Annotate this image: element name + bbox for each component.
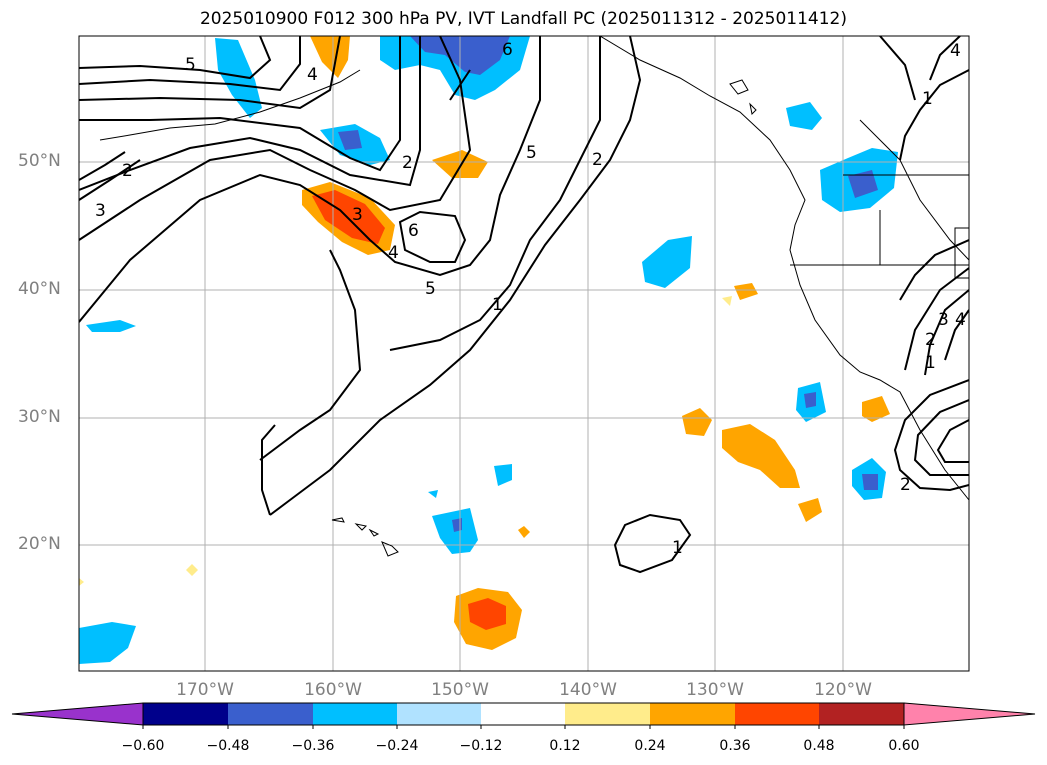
contour-label: 2	[900, 475, 911, 495]
contour-label: 1	[925, 353, 936, 373]
shade-region	[848, 170, 878, 198]
colorbar-tick-label: −0.60	[121, 738, 165, 754]
colorbar	[11, 702, 1036, 729]
colorbar-extend-high	[903, 702, 1036, 726]
colorbar-segment	[650, 703, 735, 725]
contour-label: 5	[526, 143, 537, 163]
shade-region	[86, 320, 136, 332]
contour-label: 2	[592, 150, 603, 170]
contour-label: 4	[955, 310, 966, 330]
shade-region	[468, 598, 506, 630]
lon-label: 150°W	[431, 680, 489, 700]
shade-region	[215, 38, 262, 118]
colorbar-tick-label: −0.48	[206, 738, 250, 754]
contour-label: 5	[425, 279, 436, 299]
shade-region	[786, 102, 822, 130]
contour-label: 3	[352, 205, 363, 225]
contour-label: 3	[95, 201, 106, 221]
shade-region	[186, 564, 198, 576]
lon-label: 160°W	[304, 680, 362, 700]
shade-region	[428, 490, 438, 498]
shade-region	[862, 474, 878, 490]
shade-region	[682, 408, 712, 436]
pv-contours	[79, 36, 969, 574]
shade-region	[642, 236, 692, 288]
lat-label: 20°N	[18, 534, 61, 554]
shading-layer	[79, 36, 898, 664]
map-plot: 5 4 2 3 3 2 6 5 6 4 5 2 1 1 1 1 2 3 2 4 …	[78, 35, 970, 672]
contour-label: 3	[938, 310, 949, 330]
contour-label: 2	[402, 153, 413, 173]
contour-label: 4	[307, 65, 318, 85]
shade-region	[338, 130, 362, 150]
colorbar-tick-label: 0.12	[549, 738, 581, 754]
shade-region	[79, 622, 136, 664]
colorbar-segment	[735, 703, 819, 725]
lat-label: 30°N	[18, 407, 61, 427]
colorbar-tick-label: −0.24	[375, 738, 419, 754]
colorbar-segment	[228, 703, 313, 725]
shade-region	[494, 464, 512, 486]
coastlines	[99, 36, 969, 557]
shade-region	[722, 296, 732, 306]
contour-label: 4	[388, 243, 399, 263]
shade-region	[79, 578, 84, 586]
contour-label: 1	[672, 538, 683, 558]
lat-label: 40°N	[18, 279, 61, 299]
colorbar-tick-label: 0.48	[803, 738, 835, 754]
shade-region	[518, 526, 530, 538]
contour-label: 2	[122, 161, 133, 181]
shade-region	[862, 396, 890, 422]
contour-label: 1	[922, 89, 933, 109]
shade-region	[798, 498, 822, 522]
colorbar-tick-label: 0.36	[719, 738, 751, 754]
colorbar-segment	[565, 703, 650, 725]
contour-label: 4	[950, 41, 961, 61]
colorbar-segment	[313, 703, 397, 725]
colorbar-segment	[143, 703, 228, 725]
gridlines	[79, 36, 969, 671]
map-title: 2025010900 F012 300 hPa PV, IVT Landfall…	[199, 9, 847, 29]
contour-label: 2	[925, 330, 936, 350]
lon-label: 140°W	[559, 680, 617, 700]
lat-label: 50°N	[18, 151, 61, 171]
colorbar-tick-label: −0.12	[459, 738, 503, 754]
contour-label: 6	[502, 40, 513, 60]
lon-label: 120°W	[814, 680, 872, 700]
lon-label: 130°W	[686, 680, 744, 700]
colorbar-extend-low	[11, 702, 144, 726]
contour-label: 6	[408, 221, 419, 241]
shade-region	[734, 283, 758, 300]
colorbar-segment	[481, 703, 565, 725]
lon-label: 170°W	[176, 680, 234, 700]
contour-labels: 5 4 2 3 3 2 6 5 6 4 5 2 1 1 1 1 2 3 2 4 …	[95, 40, 966, 558]
colorbar-segment	[819, 703, 904, 725]
shade-region	[804, 392, 816, 408]
contour-label: 1	[492, 295, 503, 315]
colorbar-tick-label: 0.24	[634, 738, 666, 754]
colorbar-segment	[397, 703, 481, 725]
colorbar-tick-label: 0.60	[888, 738, 920, 754]
colorbar-tick-label: −0.36	[291, 738, 335, 754]
shade-region	[722, 424, 800, 488]
shade-region	[310, 36, 350, 78]
contour-label: 5	[185, 55, 196, 75]
